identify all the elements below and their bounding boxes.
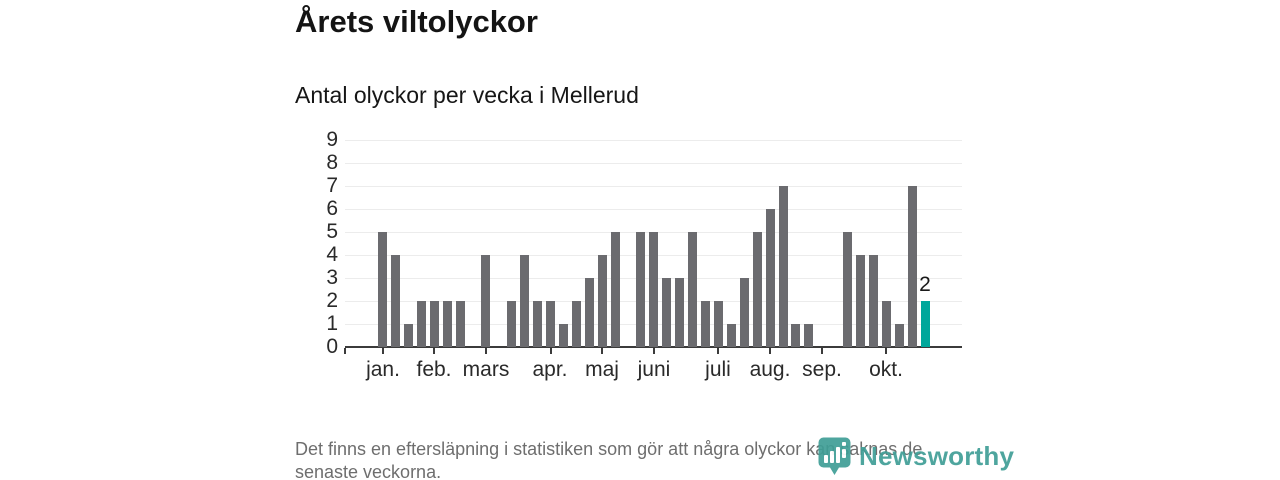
- y-tick-label: 6: [326, 197, 338, 220]
- bar-week: [584, 278, 594, 347]
- bar-week: [442, 301, 452, 347]
- bar-week: [778, 186, 788, 347]
- x-axis-tick: [484, 348, 487, 354]
- y-tick-label: 0: [326, 335, 338, 358]
- x-axis-tick: [549, 348, 552, 354]
- bar-week: [907, 186, 917, 347]
- newsworthy-pin-icon: [818, 437, 851, 475]
- gridline: [345, 163, 962, 164]
- bar-week: [378, 232, 387, 347]
- y-tick-label: 8: [326, 151, 338, 174]
- footnote-line-1: Det finns en eftersläpning i statistiken…: [295, 439, 923, 459]
- x-axis-tick: [652, 348, 655, 354]
- y-tick-label: 2: [326, 289, 338, 312]
- bar-week: [688, 232, 698, 347]
- newsworthy-logo-text: Newsworthy: [859, 441, 1015, 471]
- bar-week: [701, 301, 710, 347]
- bar-week: [416, 301, 426, 347]
- bar-week: [726, 324, 736, 347]
- bar-week: [558, 324, 568, 347]
- month-label: feb.: [416, 358, 452, 381]
- bar-week: [675, 278, 685, 347]
- bar-current-week: [920, 301, 930, 347]
- bar-week: [481, 255, 491, 347]
- current-week-value-label: 2: [919, 273, 931, 296]
- y-tick-label: 9: [326, 128, 338, 151]
- x-axis-tick: [885, 348, 888, 354]
- month-label: juli: [705, 358, 731, 381]
- y-tick-label: 5: [326, 220, 338, 243]
- month-label: juni: [637, 358, 671, 381]
- bar-week: [533, 301, 542, 347]
- bar-week: [739, 278, 749, 347]
- bar-week: [507, 301, 517, 347]
- y-tick-label: 7: [326, 174, 338, 197]
- bar-week: [636, 232, 646, 347]
- x-axis-tick: [601, 348, 604, 354]
- bar-week: [791, 324, 801, 347]
- x-axis-tick: [820, 348, 823, 354]
- y-tick-label: 1: [326, 312, 338, 335]
- bar-week: [662, 278, 672, 347]
- bar-week: [390, 255, 400, 347]
- x-axis-tick: [344, 348, 346, 354]
- bar-week: [546, 301, 555, 347]
- footnote: Det finns en eftersläpning i statistiken…: [295, 438, 922, 480]
- x-axis-tick: [433, 348, 436, 354]
- newsworthy-logo: Newsworthy: [817, 436, 1014, 477]
- gridline: [345, 140, 962, 141]
- chart-title: Årets viltolyckor: [295, 4, 538, 39]
- bar-week: [520, 255, 530, 347]
- x-axis-tick: [381, 348, 384, 354]
- gridline: [345, 209, 962, 210]
- bar-week: [752, 232, 762, 347]
- chart-subtitle: Antal olyckor per vecka i Mellerud: [295, 82, 639, 108]
- bar-week: [856, 255, 865, 347]
- bar-week: [403, 324, 413, 347]
- y-tick-label: 3: [326, 266, 338, 289]
- month-label: okt.: [869, 358, 903, 381]
- bar-week: [713, 301, 723, 347]
- bar-week: [429, 301, 439, 347]
- bar-week: [869, 255, 878, 347]
- x-axis-line: [345, 346, 962, 348]
- bar-week: [894, 324, 904, 347]
- gridline: [345, 186, 962, 187]
- month-label: sep.: [802, 358, 842, 381]
- month-label: jan.: [366, 358, 400, 381]
- bar-week: [610, 232, 620, 347]
- bar-week: [455, 301, 465, 347]
- bar-week: [804, 324, 814, 347]
- bar-week: [843, 232, 853, 347]
- footnote-line-2: senaste veckorna.: [295, 462, 442, 480]
- x-axis-tick: [769, 348, 772, 354]
- month-label: maj: [585, 358, 619, 381]
- bar-week: [649, 232, 659, 347]
- bar-week: [765, 209, 775, 347]
- y-tick-label: 4: [326, 243, 338, 266]
- x-axis-tick: [717, 348, 720, 354]
- bar-week: [571, 301, 581, 347]
- bar-week: [597, 255, 607, 347]
- month-label: aug.: [749, 358, 791, 381]
- bar-week: [881, 301, 891, 347]
- month-label: apr.: [532, 358, 568, 381]
- plot-area: [344, 140, 962, 354]
- month-label: mars: [462, 358, 510, 381]
